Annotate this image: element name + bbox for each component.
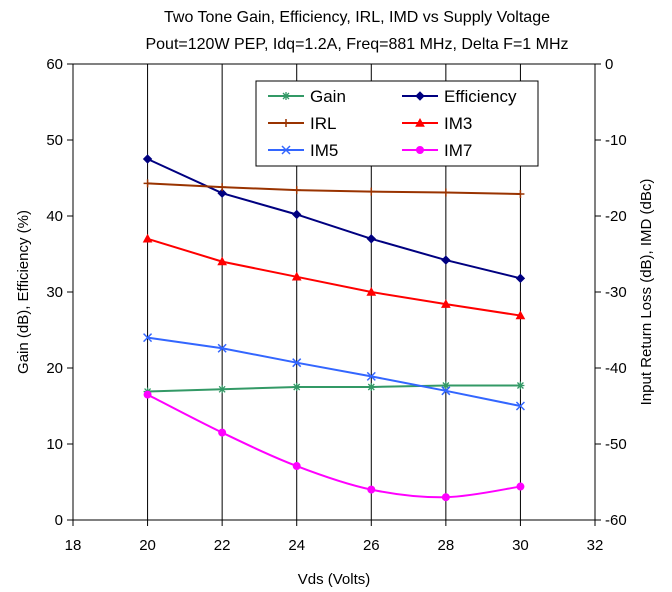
data-point-im3 [291,271,302,281]
y-left-tick-label: 0 [55,512,63,529]
y-right-tick-label: -10 [605,132,627,149]
data-point-efficiency [142,154,153,164]
x-tick-label: 18 [65,537,82,554]
data-point-im7 [292,462,301,471]
series-efficiency [142,154,526,284]
data-point-irl [367,187,376,196]
data-point-efficiency [292,209,302,220]
series-line-irl [147,182,521,195]
data-point-im3 [441,299,451,308]
series-layer [142,154,526,502]
legend-marker-efficiency [415,91,425,101]
legend-item-im5: IM5 [268,141,338,160]
data-point-efficiency [441,255,451,265]
data-point-im5 [366,371,376,381]
y-right-tick-label: -50 [605,436,627,453]
data-point-gain [292,383,301,391]
y-left-tick-label: 30 [46,284,63,301]
data-point-irl [292,186,301,195]
x-tick-label: 28 [438,537,455,554]
data-point-gain [516,381,525,390]
y-right-tick-label: -60 [605,512,627,529]
legend-label-im7: IM7 [444,141,472,160]
legend-label-im5: IM5 [310,141,338,160]
data-point-im7 [441,493,450,502]
x-tick-label: 32 [587,537,604,554]
x-tick-label: 30 [512,537,529,554]
data-point-im7 [218,428,227,437]
data-point-im5 [515,401,525,411]
data-point-im7 [143,390,152,399]
data-point-efficiency [217,188,227,198]
y-right-tick-label: -40 [605,360,627,377]
legend-label-irl: IRL [310,114,336,133]
data-point-gain [367,383,376,391]
data-point-im7 [367,485,376,494]
y-left-tick-label: 20 [46,360,63,377]
right-y-axis-label: Input Return Loss (dB), IMD (dBc) [638,179,655,406]
chart-title: Two Tone Gain, Efficiency, IRL, IMD vs S… [164,9,550,26]
data-point-im5 [217,343,227,353]
x-tick-label: 22 [214,537,231,554]
legend-item-im7: IM7 [402,141,472,160]
series-im7 [143,390,525,502]
y-right-tick-label: -20 [605,208,627,225]
series-line-gain [147,384,521,393]
series-line-efficiency [147,158,521,280]
chart-subtitle: Pout=120W PEP, Idq=1.2A, Freq=881 MHz, D… [145,36,568,53]
legend-item-irl: IRL [268,114,336,133]
left-y-axis-label: Gain (dB), Efficiency (%) [15,210,32,374]
series-irl [143,179,525,198]
x-tick-label: 24 [288,537,305,554]
data-point-efficiency [515,273,526,284]
legend-label-gain: Gain [310,87,346,106]
legend-marker-im5 [281,145,291,155]
data-point-irl [441,188,450,197]
data-point-gain [441,381,450,390]
legend-marker-irl [282,119,290,127]
y-left-tick-label: 60 [46,56,63,73]
y-left-tick-label: 10 [46,436,63,453]
series-line-im3 [147,237,521,317]
data-point-im3 [515,310,526,320]
legend-marker-gain [282,92,290,100]
y-right-tick-label: 0 [605,56,613,73]
x-tick-label: 20 [139,537,156,554]
data-point-im3 [366,286,377,296]
y-left-tick-label: 50 [46,132,63,149]
series-line-im5 [147,336,521,407]
legend: Gain Efficiency IRL IM3 IM5 IM7 [255,80,539,167]
data-point-gain [218,385,227,394]
y-left-tick-label: 40 [46,208,63,225]
legend-item-efficiency: Efficiency [402,87,517,106]
data-point-irl [143,179,152,188]
data-point-im5 [292,358,302,368]
data-point-im5 [441,386,451,396]
legend-marker-im3 [415,117,425,127]
data-point-efficiency [366,234,376,244]
y-right-tick-label: -30 [605,284,627,301]
series-gain [143,381,525,396]
x-axis-label: Vds (Volts) [298,571,371,588]
series-im3 [142,233,526,320]
data-point-irl [218,183,227,192]
data-point-im3 [217,256,227,266]
data-point-im3 [142,233,153,243]
ticks: 18 20 22 24 26 28 30 32 0 10 20 30 40 50 60 -60 -50 -40 -3… [46,56,626,554]
x-tick-label: 26 [363,537,380,554]
data-point-irl [516,189,525,198]
legend-item-im3: IM3 [402,114,472,133]
series-line-im7 [147,393,521,499]
data-point-im7 [516,482,525,491]
data-point-im5 [143,333,153,343]
legend-label-im3: IM3 [444,114,472,133]
legend-label-efficiency: Efficiency [444,87,517,106]
series-im5 [143,333,525,411]
legend-item-gain: Gain [268,87,346,106]
legend-marker-im7 [416,146,424,154]
